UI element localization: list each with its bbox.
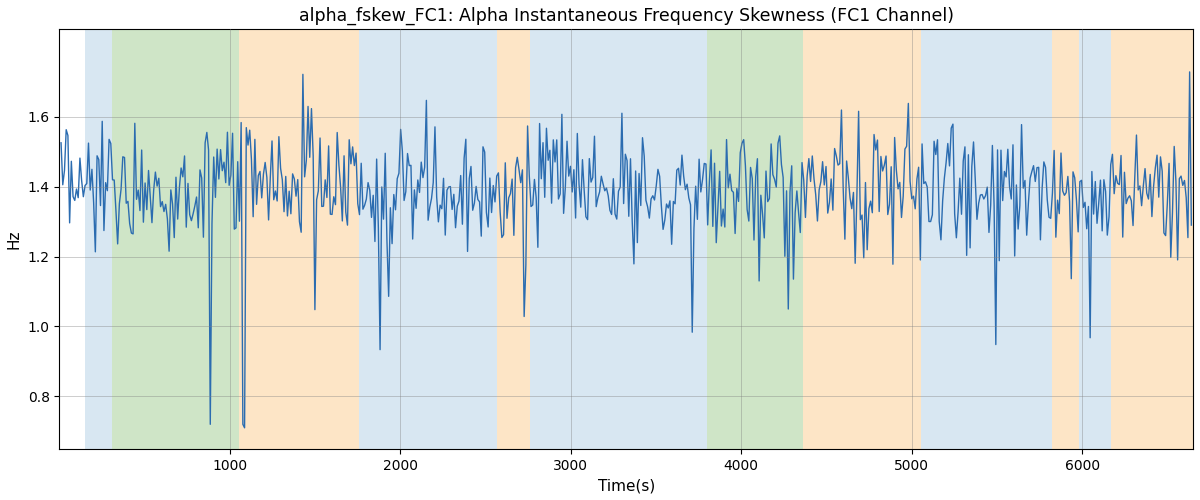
Bar [84, 30, 112, 449]
Bar [683, 30, 707, 449]
Bar [1051, 30, 1079, 449]
X-axis label: Time(s): Time(s) [598, 478, 655, 493]
Bar [1079, 30, 1111, 449]
Bar [497, 30, 530, 449]
Y-axis label: Hz: Hz [7, 230, 22, 249]
Title: alpha_fskew_FC1: Alpha Instantaneous Frequency Skewness (FC1 Channel): alpha_fskew_FC1: Alpha Instantaneous Fre… [299, 7, 954, 25]
Bar [112, 30, 239, 449]
Bar [239, 30, 359, 449]
Bar [359, 30, 497, 449]
Bar [530, 30, 683, 449]
Bar [803, 30, 922, 449]
Bar [707, 30, 803, 449]
Bar [922, 30, 1051, 449]
Bar [1111, 30, 1193, 449]
